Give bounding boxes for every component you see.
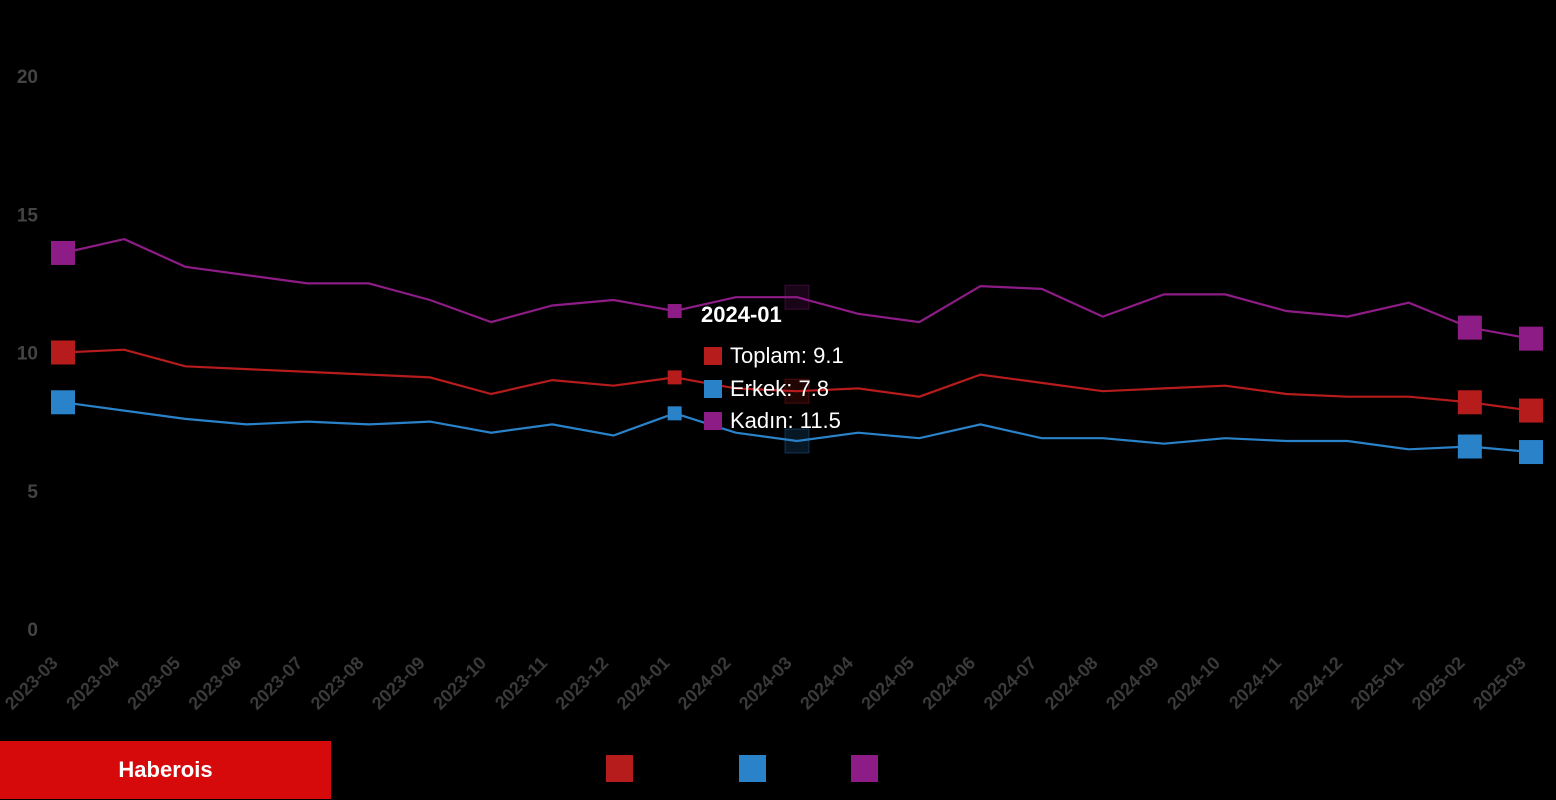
x-tick-label: 2023-04 bbox=[62, 653, 123, 714]
x-tick-label: 2023-09 bbox=[368, 653, 429, 714]
y-axis: 0 5 10 15 20 bbox=[17, 67, 39, 641]
x-tick-label: 2024-04 bbox=[796, 653, 857, 714]
x-tick-label: 2023-05 bbox=[123, 653, 184, 714]
y-tick-label: 20 bbox=[17, 67, 38, 88]
data-point-toplam[interactable] bbox=[1519, 398, 1543, 423]
data-point-toplam[interactable] bbox=[51, 340, 75, 365]
x-tick-label: 2023-08 bbox=[307, 653, 368, 714]
x-tick-label: 2024-06 bbox=[918, 653, 979, 714]
x-axis: 2023-03 2023-04 2023-05 2023-06 2023-07 2023-… bbox=[1, 653, 1530, 714]
data-point-erkek[interactable] bbox=[51, 390, 75, 415]
data-point-kadin[interactable] bbox=[1519, 326, 1543, 351]
x-tick-label: 2023-12 bbox=[551, 653, 612, 714]
x-tick-label: 2023-11 bbox=[491, 653, 551, 713]
x-tick-label: 2024-05 bbox=[857, 653, 918, 714]
data-point-kadin[interactable] bbox=[1457, 315, 1482, 340]
x-tick-label: 2024-11 bbox=[1225, 653, 1285, 713]
series-line-kadin bbox=[62, 237, 1532, 340]
x-tick-label: 2023-10 bbox=[429, 653, 490, 714]
hover-point-toplam[interactable] bbox=[667, 370, 682, 385]
x-tick-label: 2023-07 bbox=[246, 653, 307, 714]
x-tick-label: 2023-03 bbox=[1, 653, 62, 714]
data-point-toplam[interactable] bbox=[1457, 390, 1482, 415]
x-tick-label: 2023-06 bbox=[184, 653, 245, 714]
y-tick-label: 0 bbox=[27, 620, 38, 641]
hover-point-kadin[interactable] bbox=[667, 304, 682, 319]
series-points bbox=[51, 240, 1543, 465]
data-point-erkek[interactable] bbox=[1519, 440, 1543, 465]
series-line-toplam bbox=[62, 348, 1532, 412]
y-tick-label: 15 bbox=[17, 205, 39, 226]
x-tick-label: 2024-07 bbox=[980, 653, 1041, 714]
y-tick-label: 10 bbox=[17, 344, 38, 365]
x-tick-label: 2024-12 bbox=[1285, 653, 1346, 714]
x-tick-label: 2025-03 bbox=[1469, 653, 1530, 714]
x-tick-label: 2024-08 bbox=[1041, 653, 1102, 714]
data-point-erkek[interactable] bbox=[1457, 434, 1482, 459]
x-tick-label: 2025-02 bbox=[1408, 653, 1469, 714]
legend-kadin-swatch[interactable] bbox=[851, 755, 878, 782]
faded-point-toplam bbox=[784, 378, 810, 404]
footer-bar: Haberois bbox=[0, 740, 1556, 800]
faded-point-kadin bbox=[784, 284, 810, 310]
hover-point-erkek[interactable] bbox=[667, 406, 682, 421]
x-tick-label: 2024-09 bbox=[1102, 653, 1163, 714]
faded-point-erkek bbox=[784, 428, 810, 454]
legend-erkek-swatch[interactable] bbox=[739, 755, 766, 782]
x-tick-label: 2025-01 bbox=[1347, 653, 1408, 714]
x-tick-label: 2024-01 bbox=[613, 653, 674, 714]
x-tick-label: 2024-03 bbox=[735, 653, 796, 714]
series-lines bbox=[62, 237, 1532, 454]
series-line-erkek bbox=[62, 401, 1532, 454]
y-tick-label: 5 bbox=[27, 482, 38, 503]
x-tick-label: 2024-02 bbox=[674, 653, 735, 714]
x-tick-label: 2024-10 bbox=[1163, 653, 1224, 714]
legend-toplam-swatch[interactable] bbox=[606, 755, 633, 782]
data-point-kadin[interactable] bbox=[51, 240, 75, 265]
brand-logo: Haberois bbox=[0, 741, 331, 799]
